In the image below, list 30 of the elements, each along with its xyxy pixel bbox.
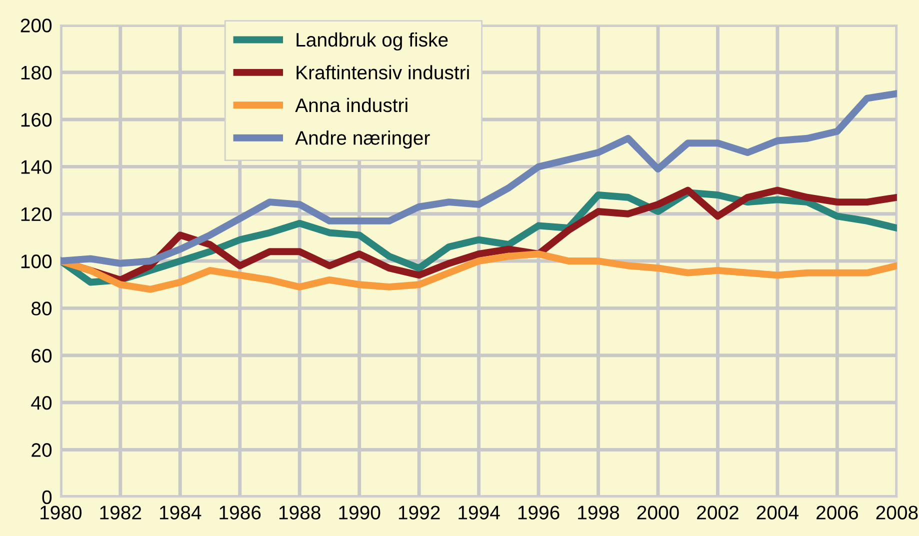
y-tick-label: 0 <box>42 490 52 504</box>
x-tick-label: 1982 <box>100 506 142 520</box>
x-tick-label: 1994 <box>458 506 500 520</box>
legend-label: Landbruk og fiske <box>296 32 448 51</box>
x-tick-label: 1996 <box>518 506 560 520</box>
y-tick-label: 140 <box>21 160 52 174</box>
x-tick-label: 1984 <box>160 506 202 520</box>
y-tick-label: 120 <box>21 207 52 222</box>
y-tick-label: 60 <box>32 348 52 363</box>
x-tick-label: 2006 <box>816 506 858 520</box>
y-tick-label: 180 <box>21 66 52 80</box>
y-tick-label: 40 <box>31 396 52 410</box>
y-tick-label: 20 <box>32 443 52 457</box>
y-tick-label: 100 <box>21 254 52 268</box>
y-tick-label: 160 <box>21 112 52 127</box>
x-tick-label: 1990 <box>339 506 380 520</box>
x-tick-label: 1986 <box>220 506 261 520</box>
legend-label: Anna industri <box>295 98 408 112</box>
x-tick-label: 1992 <box>398 506 440 520</box>
legend-label: Andre næringer <box>295 130 430 149</box>
x-tick-label: 1988 <box>279 506 320 520</box>
x-tick-label: 2000 <box>637 506 679 520</box>
legend-label: Kraftintensiv industri <box>296 65 469 80</box>
x-tick-label: 1998 <box>578 506 620 520</box>
y-tick-label: 80 <box>32 302 52 316</box>
x-tick-label: 1980 <box>40 506 82 520</box>
x-tick-label: 2002 <box>697 506 738 520</box>
y-tick-label: 200 <box>20 18 52 32</box>
x-tick-label: 2004 <box>756 506 799 520</box>
x-tick-label: 2008 <box>876 506 918 520</box>
